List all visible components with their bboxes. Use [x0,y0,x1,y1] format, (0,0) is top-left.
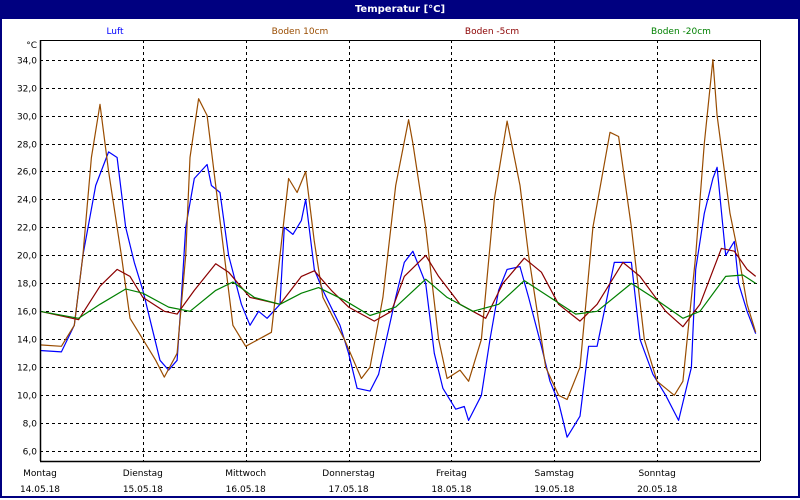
legend-entry: Boden 10cm [272,27,329,37]
legend-entry: Boden -5cm [465,27,519,37]
x-tick-day: Samstag [535,469,574,479]
y-axis-unit: °C [26,41,37,51]
y-tick-label: 12,0 [17,364,37,374]
y-tick-label: 24,0 [17,196,37,206]
x-tick-day: Dienstag [123,469,163,479]
x-tick-day: Donnerstag [322,469,375,479]
y-tick-label: 20,0 [17,252,37,262]
x-tick-date: 19.05.18 [534,485,574,495]
x-tick-day: Mittwoch [225,469,266,479]
legend-entry: Boden -20cm [651,27,711,37]
series-line-boden-10cm [39,59,757,401]
x-tick-date: 17.05.18 [329,485,369,495]
x-tick-date: 14.05.18 [20,485,60,495]
series-line-luft [39,151,757,438]
legend-entry: Luft [106,27,124,37]
x-tick-date: 15.05.18 [123,485,163,495]
y-tick-label: 22,0 [17,224,37,234]
x-tick-day: Sonntag [638,469,675,479]
y-tick-label: 34,0 [17,57,37,67]
y-tick-label: 18,0 [17,280,37,290]
y-tick-label: 8,0 [23,420,38,430]
y-tick-label: 28,0 [17,141,37,151]
x-tick-date: 18.05.18 [431,485,471,495]
y-tick-label: 32,0 [17,85,37,95]
y-tick-label: 10,0 [17,392,37,402]
y-tick-label: 16,0 [17,308,37,318]
x-tick-date: 16.05.18 [226,485,266,495]
y-tick-label: 26,0 [17,168,37,178]
y-tick-label: 30,0 [17,113,37,123]
series-line-boden-20cm [39,274,757,319]
x-tick-day: Freitag [436,469,467,479]
window-title: Temperatur [°C] [0,0,800,19]
y-tick-label: 6,0 [23,448,38,458]
y-tick-label: 14,0 [17,336,37,346]
x-tick-date: 20.05.18 [637,485,677,495]
x-tick-day: Montag [23,469,57,479]
